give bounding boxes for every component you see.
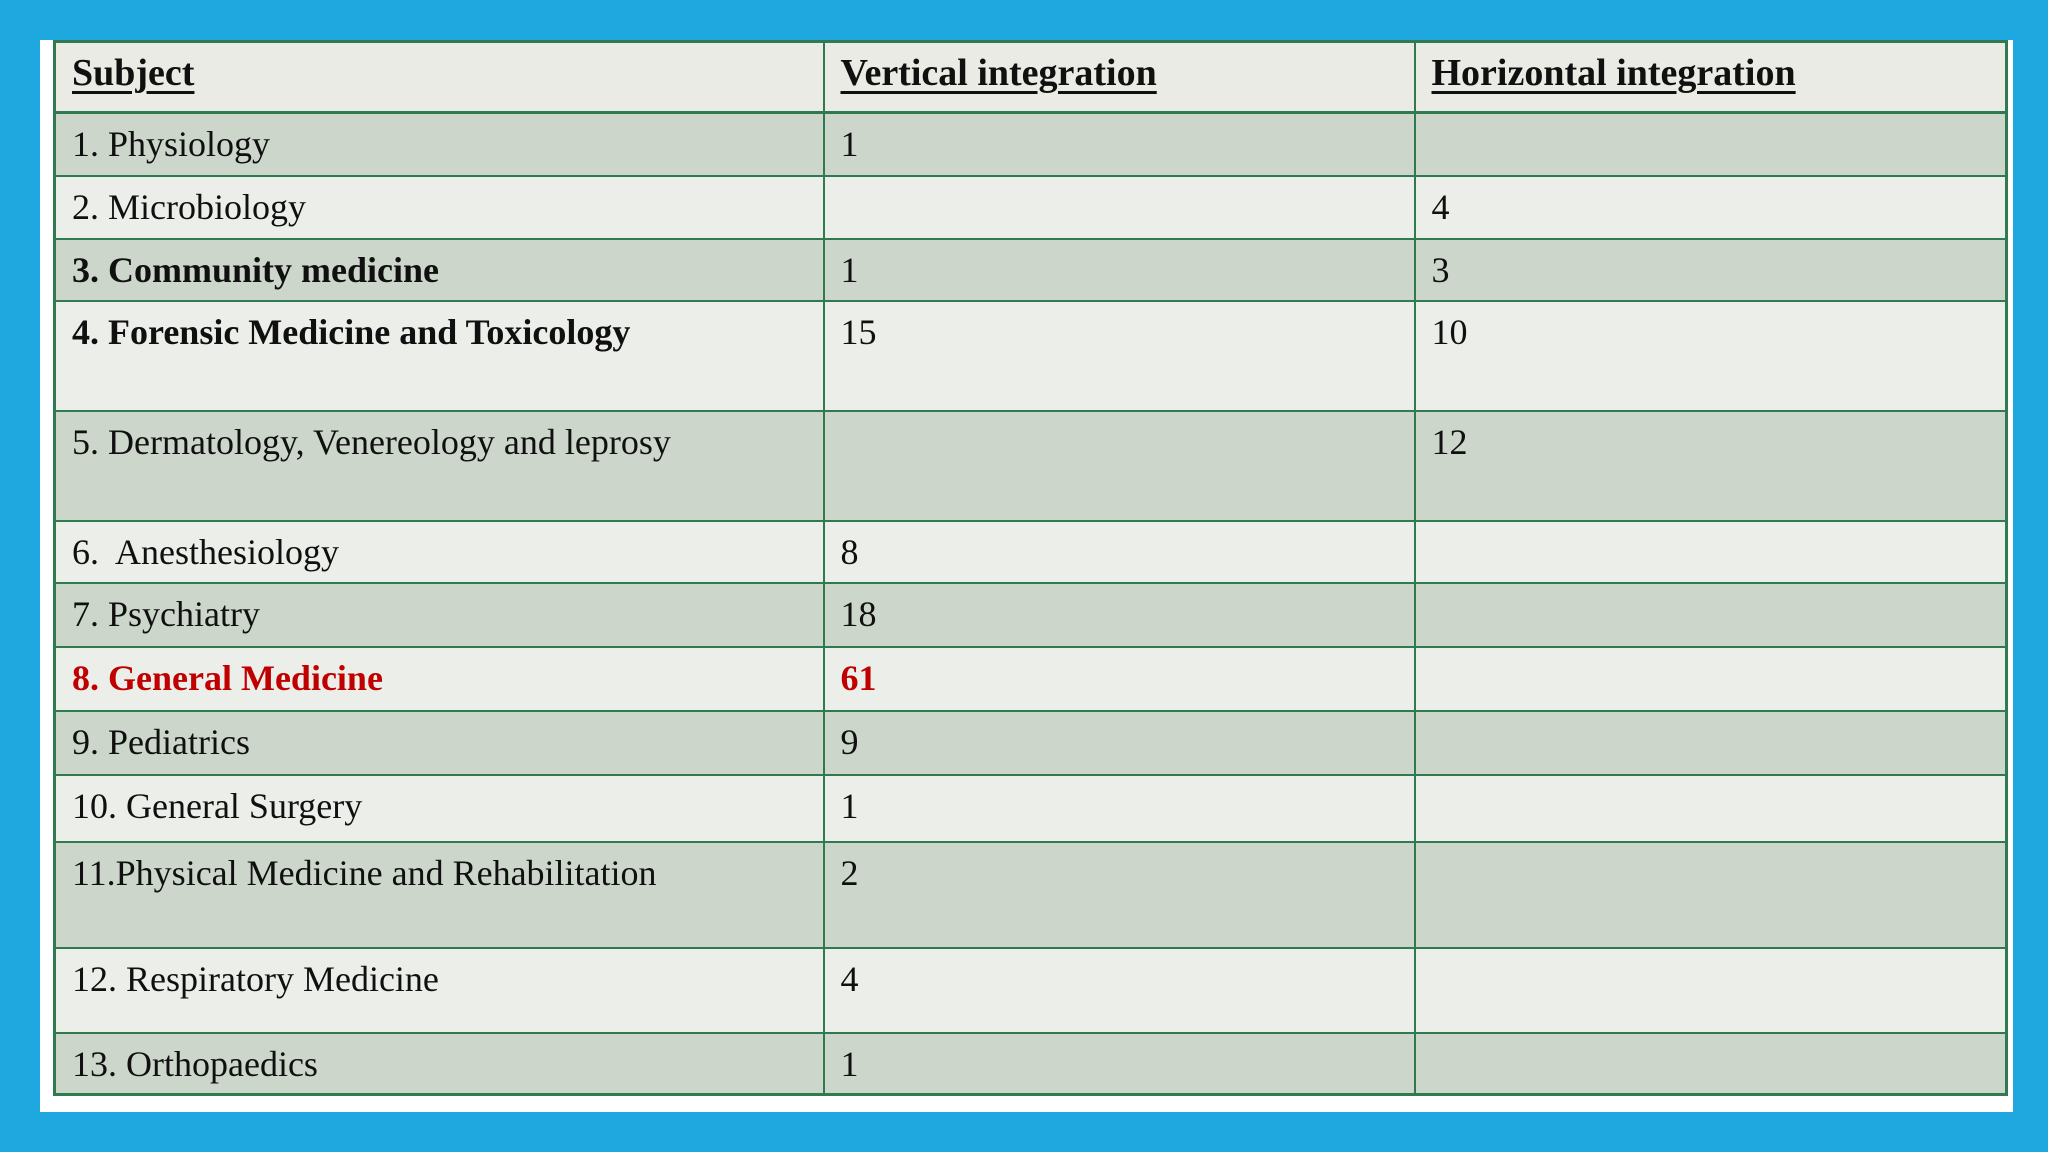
table-row: 11.Physical Medicine and Rehabilitation 2 [53, 840, 2008, 949]
table-header-row: Subject Vertical integration Horizontal … [53, 40, 2008, 114]
horizontal-value-cell [1413, 581, 2008, 648]
vertical-value-cell: 15 [822, 299, 1416, 412]
horizontal-value-cell [1413, 840, 2008, 949]
table-row: 12. Respiratory Medicine 4 [53, 946, 2008, 1034]
horizontal-value-cell [1413, 946, 2008, 1034]
subject-cell: 12. Respiratory Medicine [53, 946, 825, 1034]
subject-cell: 4. Forensic Medicine and Toxicology [53, 299, 825, 412]
subject-cell: 5. Dermatology, Venereology and leprosy [53, 409, 825, 522]
table-row: 9. Pediatrics 9 [53, 709, 2008, 776]
table-row: 1. Physiology 1 [53, 111, 2008, 177]
table-row: 3. Community medicine 1 3 [53, 237, 2008, 302]
subject-cell: 8. General Medicine [53, 645, 825, 712]
vertical-value-cell: 4 [822, 946, 1416, 1034]
horizontal-value-cell [1413, 645, 2008, 712]
vertical-value-cell [822, 174, 1416, 240]
column-header-horizontal-integration: Horizontal integration [1413, 40, 2008, 114]
vertical-value-cell: 1 [822, 111, 1416, 177]
vertical-value-cell: 9 [822, 709, 1416, 776]
table-row: 7. Psychiatry 18 [53, 581, 2008, 648]
slide-white-area: Subject Vertical integration Horizontal … [40, 40, 2013, 1112]
vertical-value-cell: 1 [822, 1031, 1416, 1096]
horizontal-value-cell: 4 [1413, 174, 2008, 240]
subject-cell: 13. Orthopaedics [53, 1031, 825, 1096]
table-row: 5. Dermatology, Venereology and leprosy 1… [53, 409, 2008, 522]
vertical-value-cell: 1 [822, 237, 1416, 302]
subject-cell: 10. General Surgery [53, 773, 825, 843]
integration-table: Subject Vertical integration Horizontal … [53, 40, 2008, 1096]
subject-cell: 7. Psychiatry [53, 581, 825, 648]
vertical-value-cell [822, 409, 1416, 522]
horizontal-value-cell: 12 [1413, 409, 2008, 522]
horizontal-value-cell [1413, 1031, 2008, 1096]
subject-cell: 11.Physical Medicine and Rehabilitation [53, 840, 825, 949]
horizontal-value-cell [1413, 111, 2008, 177]
vertical-value-cell: 1 [822, 773, 1416, 843]
horizontal-value-cell [1413, 773, 2008, 843]
column-header-vertical-integration: Vertical integration [822, 40, 1416, 114]
table-row: 10. General Surgery 1 [53, 773, 2008, 843]
vertical-value-cell: 61 [822, 645, 1416, 712]
vertical-value-cell: 8 [822, 519, 1416, 584]
horizontal-value-cell [1413, 519, 2008, 584]
horizontal-value-cell: 3 [1413, 237, 2008, 302]
subject-cell: 6. Anesthesiology [53, 519, 825, 584]
table-row: 2. Microbiology 4 [53, 174, 2008, 240]
subject-cell: 9. Pediatrics [53, 709, 825, 776]
table-row: 8. General Medicine 61 [53, 645, 2008, 712]
vertical-value-cell: 2 [822, 840, 1416, 949]
table-row: 6. Anesthesiology 8 [53, 519, 2008, 584]
table-row: 13. Orthopaedics 1 [53, 1031, 2008, 1096]
vertical-value-cell: 18 [822, 581, 1416, 648]
column-header-subject: Subject [53, 40, 825, 114]
subject-cell: 3. Community medicine [53, 237, 825, 302]
subject-cell: 1. Physiology [53, 111, 825, 177]
horizontal-value-cell [1413, 709, 2008, 776]
horizontal-value-cell: 10 [1413, 299, 2008, 412]
table-row: 4. Forensic Medicine and Toxicology 15 10 [53, 299, 2008, 412]
subject-cell: 2. Microbiology [53, 174, 825, 240]
